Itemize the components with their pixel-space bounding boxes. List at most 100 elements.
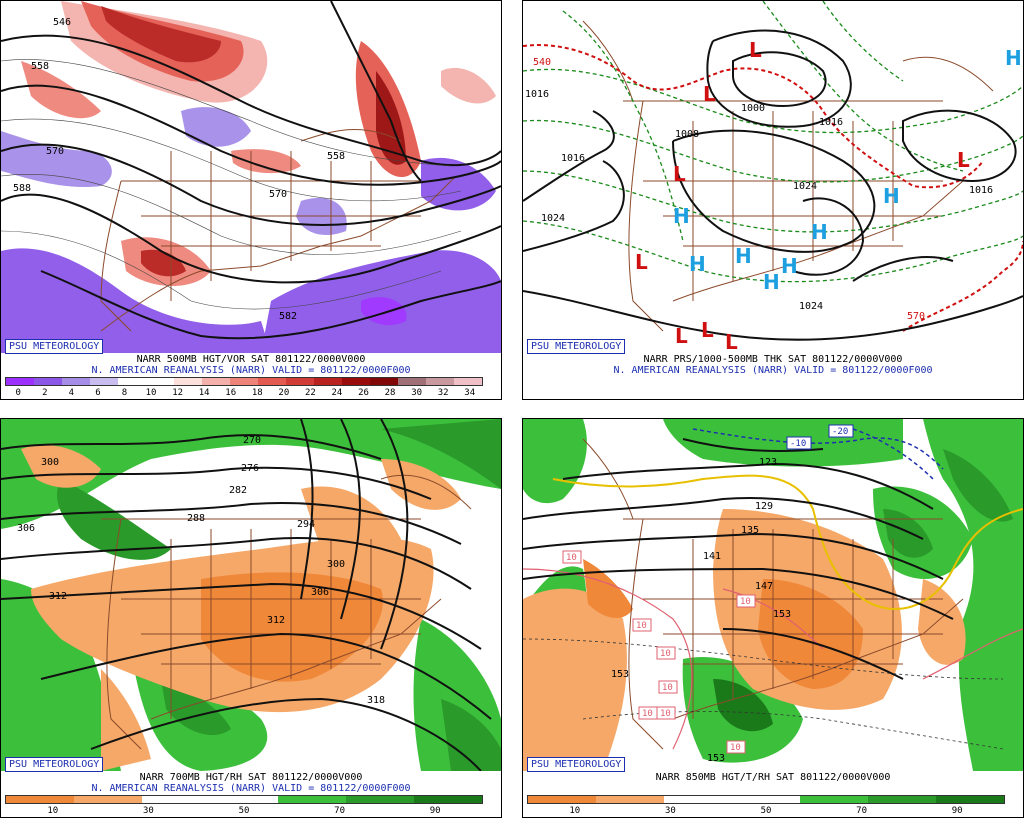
- temp-label-box: -20: [828, 424, 854, 438]
- contour-label: 153: [611, 669, 629, 680]
- temp-label: -20: [832, 427, 848, 437]
- contour-label: 312: [49, 591, 67, 602]
- colorbar-tick-label: 34: [464, 388, 476, 398]
- colorbar-swatch: [230, 378, 258, 385]
- contour-label: 135: [741, 525, 759, 536]
- contour-label: 546: [53, 17, 71, 28]
- colorbar-tick-label: 8: [121, 388, 128, 398]
- panel-850mb: 123 129 135 141 147 153 153 153 -10 -20: [522, 418, 1024, 818]
- colorbar-swatch: [936, 796, 1004, 803]
- colorbar-swatch: [118, 378, 146, 385]
- colorbar-tick-label: 10: [47, 806, 59, 816]
- colorbar-rh: [527, 795, 1005, 804]
- contour-label: 288: [187, 513, 205, 524]
- temp-label-box: 10: [562, 550, 582, 564]
- colorbar-ticks: 0 2 4 6 8 10 12 14 16 18 20 22 24 26 28 30 32 34: [5, 388, 483, 399]
- psu-meteorology-badge: PSU METEOROLOGY: [5, 757, 104, 772]
- caption-product: NARR 500MB HGT/VOR SAT 801122/0000V000: [136, 354, 366, 365]
- contour-label: 141: [703, 551, 721, 562]
- high-pressure-marker: H: [673, 204, 690, 228]
- contour-label: 300: [327, 559, 345, 570]
- caption-valid: N. AMERICAN REANALYSIS (NARR) VALID = 80…: [91, 365, 411, 376]
- isobar-label: 1024: [799, 301, 823, 312]
- contour-label: 282: [229, 485, 247, 496]
- contour-label: 306: [17, 523, 35, 534]
- colorbar-tick-label: 26: [358, 388, 369, 398]
- high-pressure-marker: H: [1005, 46, 1022, 70]
- temp-label: 10: [660, 709, 671, 719]
- colorbar-swatch: [210, 796, 278, 803]
- map-700mb-rh: 270 276 282 288 294 300 300 306 306 312 …: [1, 419, 501, 771]
- psu-meteorology-badge: PSU METEOROLOGY: [5, 339, 104, 354]
- colorbar-swatch: [278, 796, 346, 803]
- colorbar-swatch: [34, 378, 62, 385]
- colorbar-tick-label: 70: [856, 806, 868, 816]
- colorbar-tick-label: 90: [951, 806, 963, 816]
- colorbar-swatch: [398, 378, 426, 385]
- colorbar-tick-label: 30: [664, 806, 676, 816]
- thickness-label: 570: [907, 311, 925, 322]
- contour-label: 123: [759, 457, 777, 468]
- low-pressure-marker: L: [675, 324, 688, 348]
- caption-product: NARR PRS/1000-500MB THK SAT 801122/0000V…: [643, 354, 903, 365]
- contour-label: 306: [311, 587, 329, 598]
- colorbar-swatch: [528, 796, 596, 803]
- low-pressure-marker: L: [957, 148, 970, 172]
- contour-label: 276: [241, 463, 259, 474]
- temp-label-box: 10: [656, 646, 676, 660]
- colorbar-swatch: [6, 378, 34, 385]
- isobar-label: 1000: [741, 103, 765, 114]
- temp-label-box: 10: [658, 680, 678, 694]
- low-pressure-marker: L: [701, 318, 714, 342]
- temp-label-box: 10: [726, 740, 746, 754]
- colorbar-swatch: [286, 378, 314, 385]
- colorbar-swatch: [868, 796, 936, 803]
- map-500mb-vorticity: 546 558 570 588 570 582 558: [1, 1, 501, 353]
- temp-label: -10: [790, 439, 806, 449]
- contour-label: 570: [269, 189, 287, 200]
- colorbar-swatch: [370, 378, 398, 385]
- temp-label-box: 10: [736, 594, 756, 608]
- thickness-label: 540: [533, 57, 551, 68]
- temp-label-box: 10: [632, 618, 652, 632]
- colorbar-swatch: [454, 378, 482, 385]
- contour-label: 312: [267, 615, 285, 626]
- colorbar-swatch: [414, 796, 482, 803]
- panel-700mb: 270 276 282 288 294 300 300 306 306 312 …: [0, 418, 502, 818]
- temp-label: 10: [566, 553, 577, 563]
- colorbar-swatch: [90, 378, 118, 385]
- contour-label: 270: [243, 435, 261, 446]
- colorbar-swatch: [664, 796, 732, 803]
- temp-label: 10: [662, 683, 673, 693]
- colorbar-tick-label: 14: [198, 388, 210, 398]
- colorbar-tick-label: 22: [304, 388, 316, 398]
- colorbar-tick-label: 10: [145, 388, 157, 398]
- temp-label-box: -10: [786, 436, 812, 450]
- temp-label: 10: [642, 709, 653, 719]
- colorbar-rh: [5, 795, 483, 804]
- low-pressure-marker: L: [703, 82, 716, 106]
- colorbar-swatch: [258, 378, 286, 385]
- colorbar-tick-label: 10: [569, 806, 581, 816]
- colorbar-swatch: [800, 796, 868, 803]
- high-pressure-marker: H: [735, 244, 752, 268]
- high-pressure-marker: H: [811, 220, 828, 244]
- colorbar-tick-label: 20: [278, 388, 290, 398]
- contour-label: 588: [13, 183, 31, 194]
- colorbar-tick-label: 16: [225, 388, 237, 398]
- colorbar-tick-label: 4: [68, 388, 75, 398]
- low-pressure-marker: L: [635, 250, 648, 274]
- colorbar-swatch: [596, 796, 664, 803]
- temp-label: 10: [660, 649, 671, 659]
- caption-product: NARR 700MB HGT/RH SAT 801122/0000V000: [139, 772, 363, 783]
- low-pressure-marker: L: [725, 330, 738, 353]
- colorbar-swatch: [6, 796, 74, 803]
- low-pressure-marker: L: [749, 38, 762, 62]
- colorbar-tick-label: 6: [95, 388, 101, 398]
- contour-label: 318: [367, 695, 385, 706]
- colorbar-swatch: [146, 378, 174, 385]
- map-pressure-thickness: 540 1016 1016 1024 1000 1008 1016 1024 1…: [523, 1, 1023, 353]
- colorbar-tick-label: 50: [760, 806, 772, 816]
- colorbar-tick-label: 0: [15, 388, 21, 398]
- colorbar-swatch: [314, 378, 342, 385]
